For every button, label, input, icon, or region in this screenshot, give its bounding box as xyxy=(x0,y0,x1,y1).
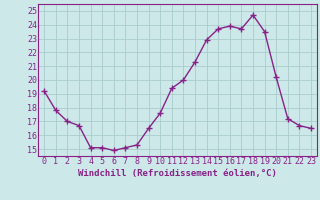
X-axis label: Windchill (Refroidissement éolien,°C): Windchill (Refroidissement éolien,°C) xyxy=(78,169,277,178)
